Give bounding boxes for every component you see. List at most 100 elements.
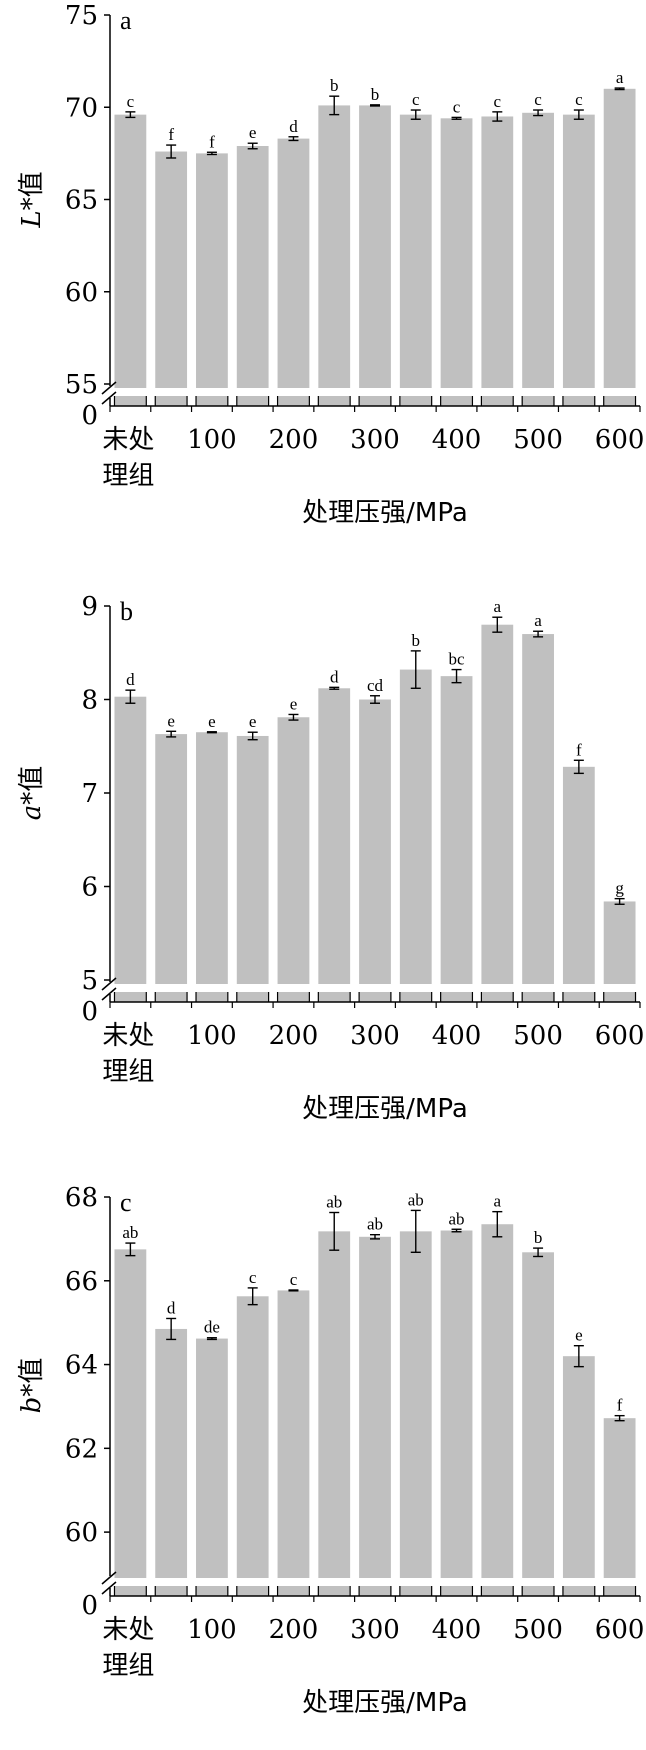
bar — [522, 112, 554, 406]
axis-break-mark — [101, 977, 117, 991]
significance-letter: c — [412, 90, 420, 109]
significance-letter: bc — [449, 650, 466, 669]
bar — [114, 696, 147, 1002]
bar — [318, 688, 351, 1002]
bar — [440, 118, 473, 406]
bar — [522, 1252, 554, 1596]
bar — [359, 1236, 391, 1596]
significance-letter: ab — [408, 1190, 424, 1209]
bar — [399, 669, 432, 1002]
bar — [399, 114, 432, 406]
bar — [603, 1418, 636, 1596]
significance-letter: c — [453, 97, 461, 116]
axis-break-mark — [101, 1571, 117, 1585]
x-tick-label: 未处 — [102, 1615, 154, 1645]
x-tick-label: 理组 — [102, 1651, 154, 1681]
y-tick-label: 64 — [65, 1351, 98, 1381]
x-tick-label: 400 — [432, 1021, 482, 1051]
bar — [359, 105, 391, 406]
y-tick-label: 5 — [81, 966, 98, 996]
bar — [562, 1356, 595, 1596]
bar — [196, 153, 228, 406]
bar — [562, 766, 595, 1002]
significance-letter: e — [290, 694, 298, 713]
significance-letter: e — [249, 123, 257, 142]
bar — [481, 116, 514, 406]
x-tick-label: 300 — [350, 1021, 400, 1051]
significance-letter: e — [167, 711, 175, 730]
bar — [114, 114, 147, 406]
significance-letter: d — [289, 117, 298, 136]
y-axis-label: L*值 — [17, 171, 47, 228]
significance-letter: e — [575, 1326, 583, 1345]
bar — [440, 676, 473, 1002]
axis-break-band — [108, 1578, 646, 1586]
bar — [318, 105, 351, 406]
significance-letter: c — [290, 1270, 298, 1289]
y-tick-label: 0 — [81, 1591, 98, 1621]
bar — [155, 734, 188, 1002]
y-axis-label-suffix: *值 — [17, 171, 47, 210]
x-tick-label: 未处 — [102, 1021, 154, 1051]
x-tick-label: 500 — [513, 1021, 563, 1051]
axis-break-mark — [101, 1581, 117, 1595]
significance-letter: c — [575, 90, 583, 109]
significance-letter: e — [249, 712, 257, 731]
significance-letter: de — [204, 1318, 220, 1337]
significance-letter: b — [371, 85, 380, 104]
x-tick-label: 未处 — [102, 425, 154, 455]
y-tick-label: 70 — [65, 93, 98, 123]
significance-letter: a — [534, 611, 542, 630]
significance-letter: b — [330, 76, 339, 95]
significance-letter: ab — [122, 1223, 138, 1242]
x-tick-label: 200 — [269, 1615, 319, 1645]
significance-letter: a — [494, 1192, 502, 1211]
significance-letter: f — [576, 740, 582, 759]
y-tick-label: 66 — [65, 1267, 98, 1297]
axis-break-mark — [101, 987, 117, 1001]
y-axis-label: b*值 — [17, 1358, 47, 1414]
significance-letter: e — [208, 712, 216, 731]
x-tick-label: 600 — [595, 1615, 645, 1645]
y-tick-label: 0 — [81, 401, 98, 431]
significance-letter: ab — [367, 1215, 383, 1234]
x-tick-label: 300 — [350, 425, 400, 455]
y-tick-label: 6 — [81, 873, 98, 903]
x-tick-label: 100 — [187, 1021, 237, 1051]
y-axis-label-suffix: *值 — [17, 1358, 47, 1397]
y-tick-label: 9 — [81, 592, 98, 622]
x-tick-label: 500 — [513, 1615, 563, 1645]
significance-letter: f — [617, 1396, 623, 1415]
significance-letter: b — [534, 1228, 543, 1247]
x-tick-label: 600 — [595, 1021, 645, 1051]
panel-label: b — [120, 597, 133, 626]
bar — [277, 717, 310, 1002]
x-tick-label: 400 — [432, 425, 482, 455]
y-tick-label: 75 — [65, 1, 98, 31]
significance-letter: c — [249, 1268, 257, 1287]
significance-letter: d — [126, 670, 135, 689]
y-tick-label: 60 — [65, 278, 98, 308]
bar — [277, 1290, 310, 1596]
significance-letter: d — [167, 1298, 176, 1317]
bar — [196, 732, 228, 1002]
bar — [318, 1231, 351, 1596]
bar — [155, 1328, 188, 1596]
y-tick-label: 65 — [65, 186, 98, 216]
x-tick-label: 600 — [595, 425, 645, 455]
y-tick-label: 60 — [65, 1518, 98, 1548]
y-tick-label: 7 — [81, 779, 98, 809]
x-tick-label: 100 — [187, 425, 237, 455]
y-tick-label: 55 — [65, 370, 98, 400]
x-tick-label: 500 — [513, 425, 563, 455]
bar — [562, 114, 595, 406]
bar — [399, 1231, 432, 1596]
bar — [522, 634, 554, 1002]
x-tick-label: 200 — [269, 425, 319, 455]
significance-letter: f — [168, 125, 174, 144]
significance-letter: a — [494, 597, 502, 616]
y-axis-label-suffix: *值 — [17, 766, 47, 805]
